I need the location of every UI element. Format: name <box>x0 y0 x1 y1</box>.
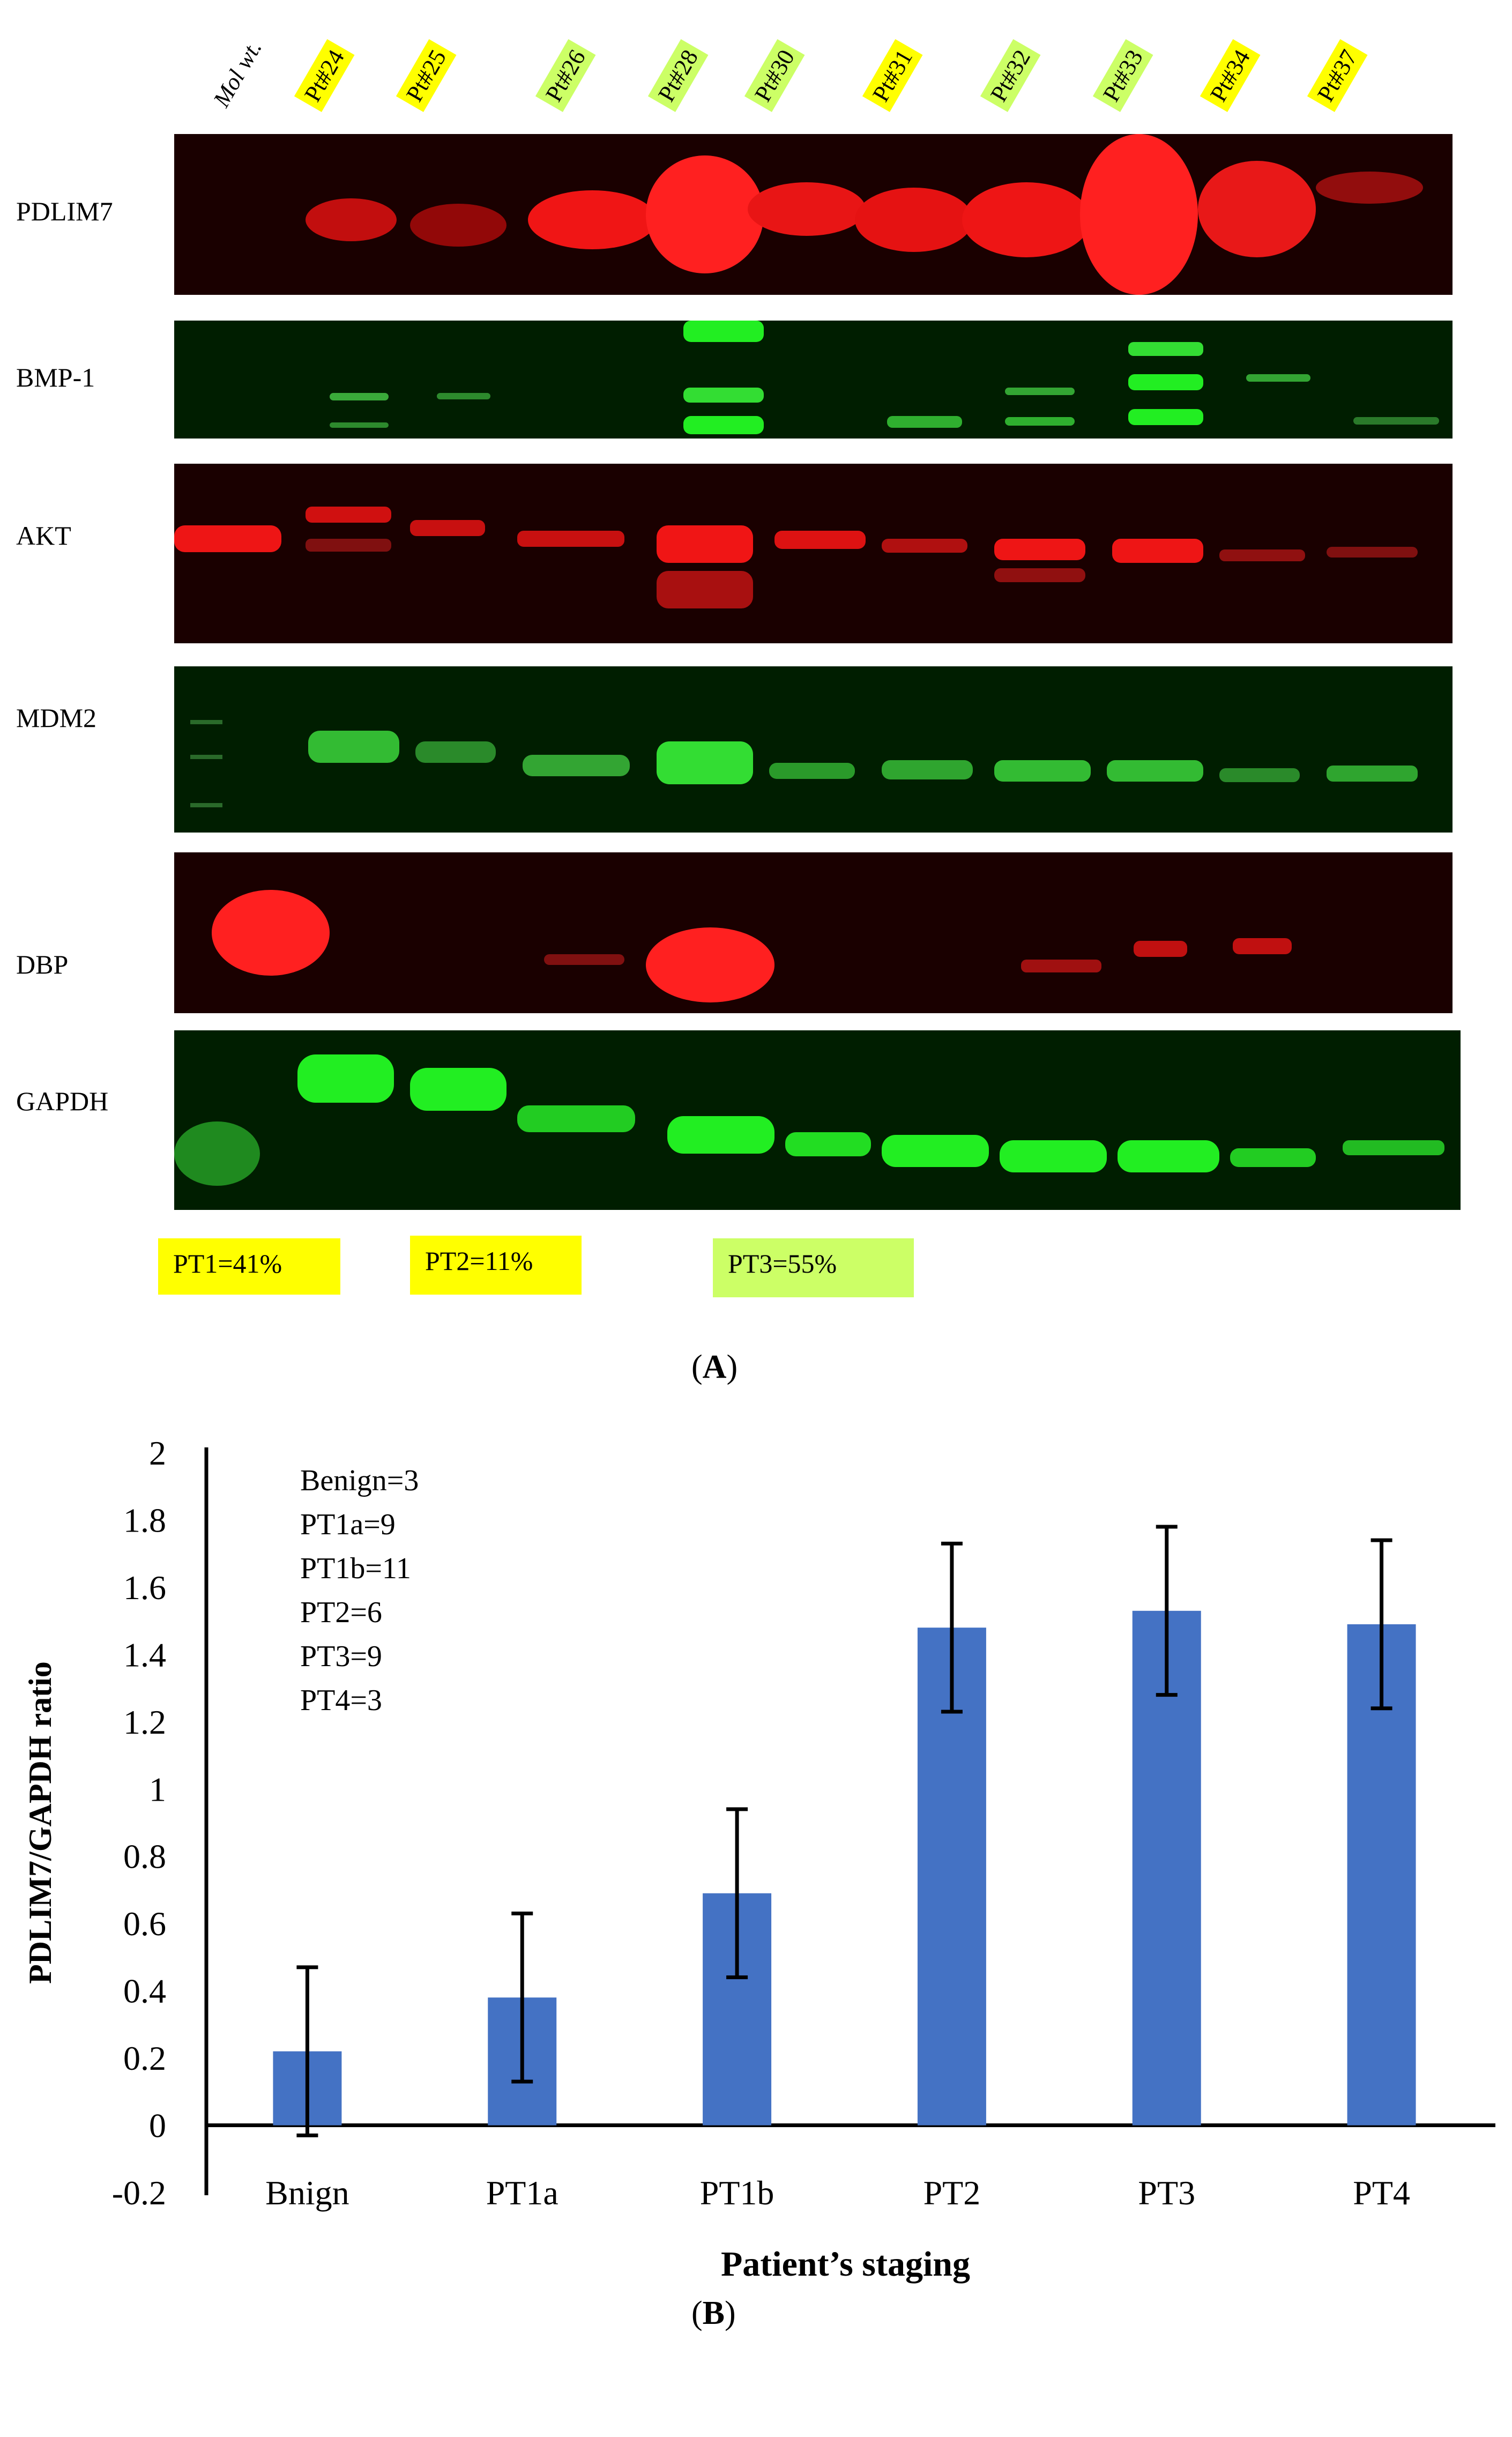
blot-dbp <box>174 852 1453 1013</box>
blot-dbp-bands <box>212 890 1292 1002</box>
blot-gapdh <box>174 1030 1461 1210</box>
x-tick-label: PT4 <box>1353 2174 1410 2212</box>
x-tick-label: PT3 <box>1138 2174 1195 2212</box>
blot-label-mdm2: MDM2 <box>16 703 97 733</box>
lane-label-mol-wt: Mol wt. <box>208 35 267 112</box>
lane-label: Pt#24 <box>294 39 355 112</box>
y-tick-label: 1.8 <box>123 1501 166 1539</box>
annotation-line: PT1a=9 <box>300 1508 396 1541</box>
legend-pt3: PT3=55% <box>713 1238 914 1297</box>
annotation-line: PT4=3 <box>300 1684 382 1717</box>
blot-label-akt: AKT <box>16 521 71 551</box>
lane-label: Pt#26 <box>535 39 596 112</box>
blot-mdm2-bands <box>190 720 1418 807</box>
lane-label: Pt#37 <box>1307 39 1368 112</box>
y-tick-label: 1.2 <box>123 1703 166 1741</box>
blot-mdm2 <box>174 666 1453 833</box>
y-tick-label: 1.6 <box>123 1569 166 1607</box>
blot-label-bmp1: BMP-1 <box>16 362 95 392</box>
blot-akt <box>174 464 1453 643</box>
annotation-line: PT1b=11 <box>300 1552 411 1585</box>
x-axis-labels: Bnign PT1a PT1b PT2 PT3 PT4 <box>265 2174 1410 2212</box>
lane-label: Pt#25 <box>396 39 457 112</box>
panel-b: 2 1.8 1.6 1.4 1.2 1 0.8 0.6 0.4 0.2 0 -0.2 Bnign PT1… <box>0 1421 1512 2332</box>
blot-akt-bands <box>174 507 1418 608</box>
annotation-line: Benign=3 <box>300 1464 419 1497</box>
blot-pdlim7 <box>174 134 1453 295</box>
lane-label: Pt#32 <box>980 39 1041 112</box>
y-tick-label: 0.4 <box>123 1972 166 2010</box>
y-tick-label: -0.2 <box>112 2174 166 2212</box>
blot-gapdh-bands <box>174 1054 1444 1186</box>
legend-pt2: PT2=11% <box>410 1236 582 1295</box>
y-tick-label: 0.6 <box>123 1905 166 1943</box>
lane-label: Pt#34 <box>1200 39 1261 112</box>
x-axis-label: Patient’s staging <box>721 2245 970 2284</box>
y-tick-label: 1 <box>149 1770 166 1808</box>
lane-label: Pt#33 <box>1092 39 1153 112</box>
panel-b-caption: (B) <box>691 2295 736 2331</box>
panel-a-caption: (A) <box>691 1349 738 1385</box>
y-tick-label: 0.2 <box>123 2039 166 2077</box>
blot-pdlim7-bands <box>306 134 1423 295</box>
x-tick-label: PT2 <box>923 2174 981 2212</box>
blot-bmp1 <box>174 321 1453 439</box>
bar-chart: 2 1.8 1.6 1.4 1.2 1 0.8 0.6 0.4 0.2 0 -0.2 Bnign PT1… <box>23 1434 1495 2284</box>
x-tick-label: Bnign <box>265 2174 349 2212</box>
blot-bmp1-bands <box>330 321 1439 434</box>
legend-pt1: PT1=41% <box>158 1238 340 1295</box>
annotation-line: PT3=9 <box>300 1640 382 1673</box>
lane-label: Pt#28 <box>647 39 709 112</box>
blot-label-pdlim7: PDLIM7 <box>16 196 113 226</box>
blot-label-gapdh: GAPDH <box>16 1086 109 1116</box>
n-annotation: Benign=3 PT1a=9 PT1b=11 PT2=6 PT3=9 PT4=3 <box>300 1464 419 1717</box>
annotation-line: PT2=6 <box>300 1596 382 1629</box>
blot-label-dbp: DBP <box>16 949 69 979</box>
y-tick-label: 1.4 <box>123 1636 166 1674</box>
y-tick-label: 0 <box>149 2107 166 2145</box>
y-axis-label: PDLIM7/GAPDH ratio <box>23 1661 58 1984</box>
y-tick-label: 2 <box>149 1434 166 1472</box>
bars <box>273 1525 1416 2137</box>
lane-label: Pt#30 <box>744 39 805 112</box>
x-tick-label: PT1a <box>486 2174 558 2212</box>
y-tick-label: 0.8 <box>123 1838 166 1876</box>
x-tick-label: PT1b <box>700 2174 774 2212</box>
y-axis-ticks: 2 1.8 1.6 1.4 1.2 1 0.8 0.6 0.4 0.2 0 -0.2 <box>112 1434 166 2212</box>
lane-label: Pt#31 <box>862 39 923 112</box>
